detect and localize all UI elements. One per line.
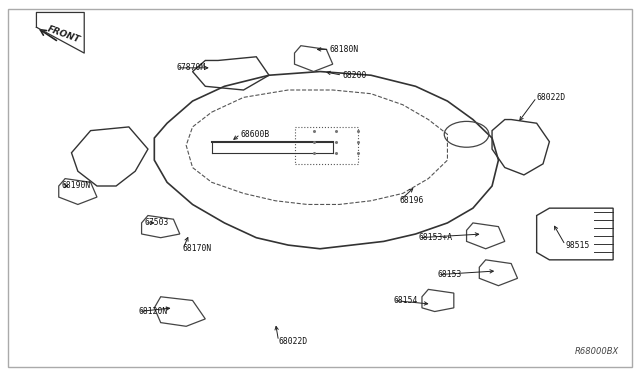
Text: 68153: 68153 [438,270,462,279]
FancyBboxPatch shape [8,9,632,367]
Text: 68190N: 68190N [62,182,91,190]
Text: 68022D: 68022D [278,337,308,346]
Text: 68022D: 68022D [537,93,566,102]
Text: R68000BX: R68000BX [575,347,620,356]
Text: 68180N: 68180N [330,45,359,54]
FancyBboxPatch shape [294,127,358,164]
Text: 68200: 68200 [342,71,367,80]
Text: 68196: 68196 [399,196,424,205]
Text: 98515: 98515 [565,241,589,250]
Text: 68120N: 68120N [138,307,168,316]
Text: 67503: 67503 [145,218,169,227]
Text: FRONT: FRONT [46,25,81,45]
Text: 68153+A: 68153+A [419,233,453,242]
Text: 68154: 68154 [394,296,418,305]
Text: 68600B: 68600B [241,130,269,139]
Text: 67870M: 67870M [177,63,206,72]
Text: 68170N: 68170N [183,244,212,253]
